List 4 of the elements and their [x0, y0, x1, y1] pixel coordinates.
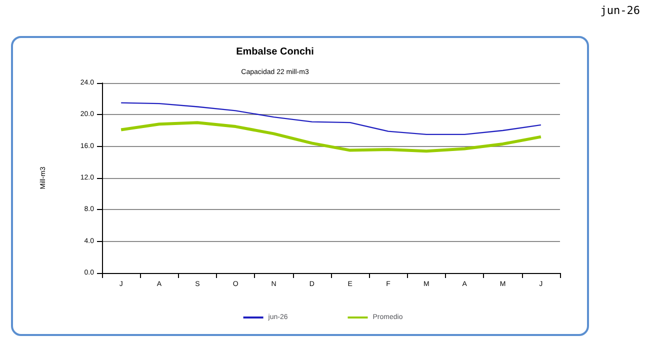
line-series	[120, 121, 542, 153]
chart-title: Embalse Conchi	[236, 46, 314, 58]
text: jun-26	[600, 4, 640, 17]
line-series	[120, 102, 542, 136]
